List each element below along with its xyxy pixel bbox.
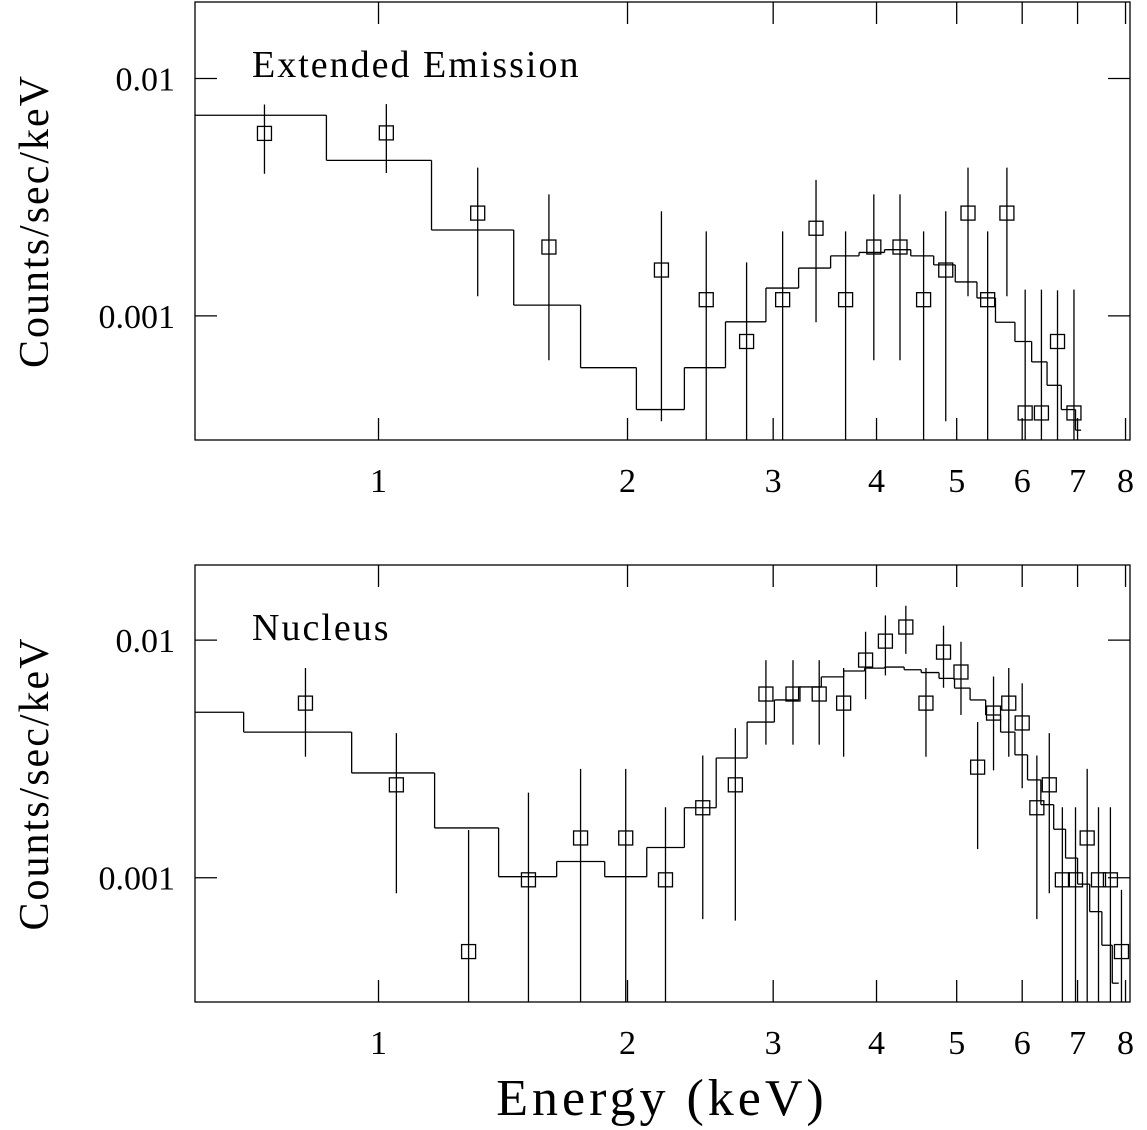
y-axis-label: Counts/sec/keV bbox=[12, 637, 58, 931]
marker bbox=[785, 686, 801, 702]
marker bbox=[999, 205, 1015, 221]
x-tick-label: 8 bbox=[1117, 463, 1134, 500]
marker bbox=[892, 239, 908, 255]
x-axis-label: Energy (keV) bbox=[496, 1070, 828, 1127]
marker bbox=[857, 652, 874, 668]
marker bbox=[837, 292, 854, 308]
marker bbox=[520, 872, 537, 888]
marker bbox=[657, 872, 674, 888]
marker bbox=[985, 705, 1002, 721]
y-axis-label: Counts/sec/keV bbox=[12, 74, 58, 368]
y-tick-label: 0.01 bbox=[116, 623, 176, 660]
marker bbox=[969, 759, 986, 775]
marker bbox=[1041, 777, 1057, 793]
plot-area bbox=[195, 104, 1082, 440]
marker bbox=[960, 205, 976, 221]
x-tick-label: 6 bbox=[1014, 1025, 1031, 1062]
y-tick-label: 0.001 bbox=[99, 861, 176, 898]
marker bbox=[835, 695, 852, 711]
marker bbox=[1001, 695, 1017, 711]
x-tick-label: 4 bbox=[868, 1025, 885, 1062]
marker bbox=[1090, 872, 1107, 888]
y-tick-label: 0.001 bbox=[99, 299, 176, 336]
x-tick-label: 5 bbox=[948, 1025, 965, 1062]
x-tick-label: 3 bbox=[765, 463, 782, 500]
marker bbox=[898, 619, 914, 635]
x-tick-label: 6 bbox=[1014, 463, 1031, 500]
marker bbox=[297, 695, 314, 711]
x-tick-label: 1 bbox=[370, 463, 387, 500]
marker bbox=[388, 777, 405, 793]
marker bbox=[1014, 715, 1030, 731]
plot-frame bbox=[194, 1, 1131, 441]
marker bbox=[918, 695, 934, 711]
marker bbox=[938, 262, 954, 278]
x-tick-label: 3 bbox=[765, 1025, 782, 1062]
y-tick-label: 0.01 bbox=[116, 61, 176, 98]
marker bbox=[1066, 405, 1082, 421]
marker bbox=[470, 205, 486, 221]
marker bbox=[727, 777, 743, 793]
marker bbox=[1049, 333, 1066, 350]
x-tick-label: 7 bbox=[1069, 1025, 1086, 1062]
annotation: Nucleus bbox=[252, 607, 391, 649]
marker bbox=[256, 125, 273, 142]
annotation: Extended Emission bbox=[252, 44, 580, 86]
marker bbox=[460, 943, 477, 960]
marker bbox=[866, 239, 882, 255]
marker bbox=[953, 664, 969, 680]
x-tick-label: 2 bbox=[619, 463, 636, 500]
marker bbox=[774, 292, 791, 308]
marker bbox=[1079, 830, 1095, 846]
marker bbox=[980, 292, 996, 308]
marker bbox=[1102, 872, 1119, 888]
marker bbox=[1054, 872, 1071, 888]
x-tick-label: 2 bbox=[619, 1025, 636, 1062]
marker bbox=[1029, 800, 1045, 816]
marker bbox=[738, 333, 755, 350]
marker bbox=[808, 220, 824, 236]
marker bbox=[915, 292, 932, 308]
marker bbox=[758, 686, 774, 702]
marker bbox=[1113, 943, 1130, 960]
marker bbox=[1033, 405, 1050, 421]
marker bbox=[698, 292, 714, 308]
x-tick-label: 1 bbox=[370, 1025, 387, 1062]
x-tick-label: 4 bbox=[868, 463, 885, 500]
x-tick-label: 8 bbox=[1117, 1025, 1134, 1062]
marker bbox=[877, 633, 894, 649]
x-tick-label: 7 bbox=[1069, 463, 1086, 500]
marker bbox=[1067, 872, 1084, 888]
marker bbox=[541, 239, 557, 255]
marker bbox=[1017, 405, 1033, 421]
marker bbox=[378, 125, 394, 141]
x-tick-label: 5 bbox=[948, 463, 965, 500]
marker bbox=[653, 262, 670, 278]
marker bbox=[572, 830, 589, 846]
plot-frame bbox=[194, 564, 1131, 1003]
marker bbox=[618, 830, 634, 846]
plot-area bbox=[195, 605, 1130, 1002]
marker bbox=[935, 644, 952, 660]
